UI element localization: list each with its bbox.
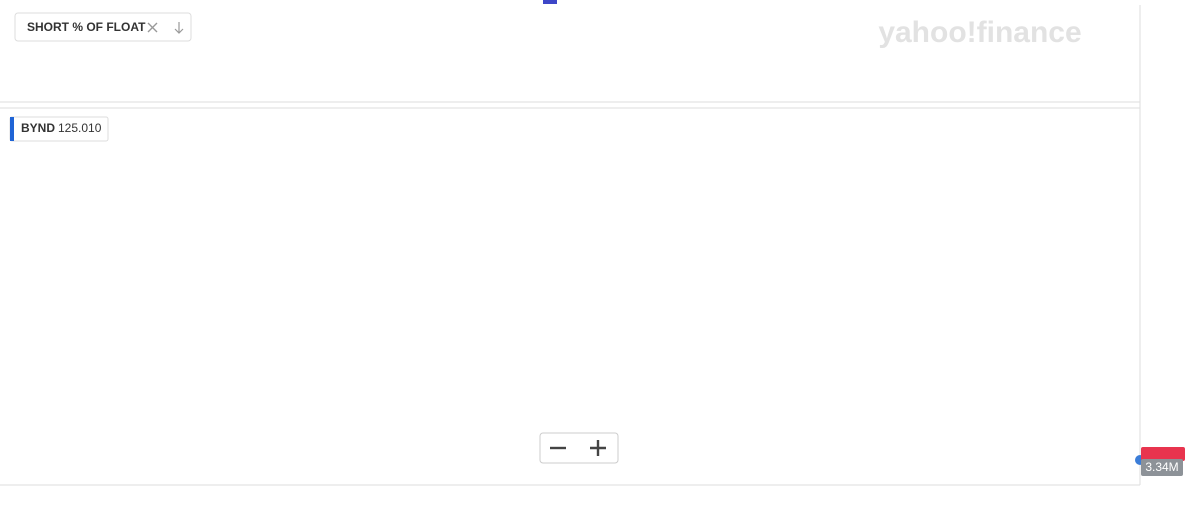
indicator-box[interactable]	[14, 12, 192, 42]
panel-handle[interactable]	[543, 0, 557, 4]
close-icon[interactable]	[147, 22, 158, 33]
indicator-label: SHORT % OF FLOAT	[27, 20, 146, 34]
legend-swatch	[10, 117, 14, 141]
zoom-in[interactable]	[590, 440, 606, 456]
price-flag	[1141, 447, 1185, 461]
legend-value: 125.010	[58, 121, 102, 135]
move-icon[interactable]	[174, 22, 184, 34]
axes	[0, 0, 1141, 486]
legend-name: BYND	[21, 121, 55, 135]
volume-flag-label: 3.34M	[1145, 460, 1178, 474]
overlays: SHORT % OF FLOAT BYND 125.010 3.34M	[9, 12, 1185, 476]
volume-flag	[1141, 459, 1183, 476]
watermark: yahoo!finance	[878, 16, 1081, 49]
